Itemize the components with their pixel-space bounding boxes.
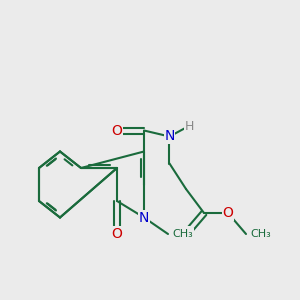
Text: H: H bbox=[184, 119, 194, 133]
Text: O: O bbox=[223, 206, 233, 220]
Text: N: N bbox=[164, 130, 175, 143]
Text: O: O bbox=[181, 227, 191, 241]
Text: O: O bbox=[112, 227, 122, 241]
Text: N: N bbox=[139, 211, 149, 224]
Text: CH₃: CH₃ bbox=[172, 229, 193, 239]
Text: CH₃: CH₃ bbox=[250, 229, 271, 239]
Text: O: O bbox=[112, 124, 122, 137]
